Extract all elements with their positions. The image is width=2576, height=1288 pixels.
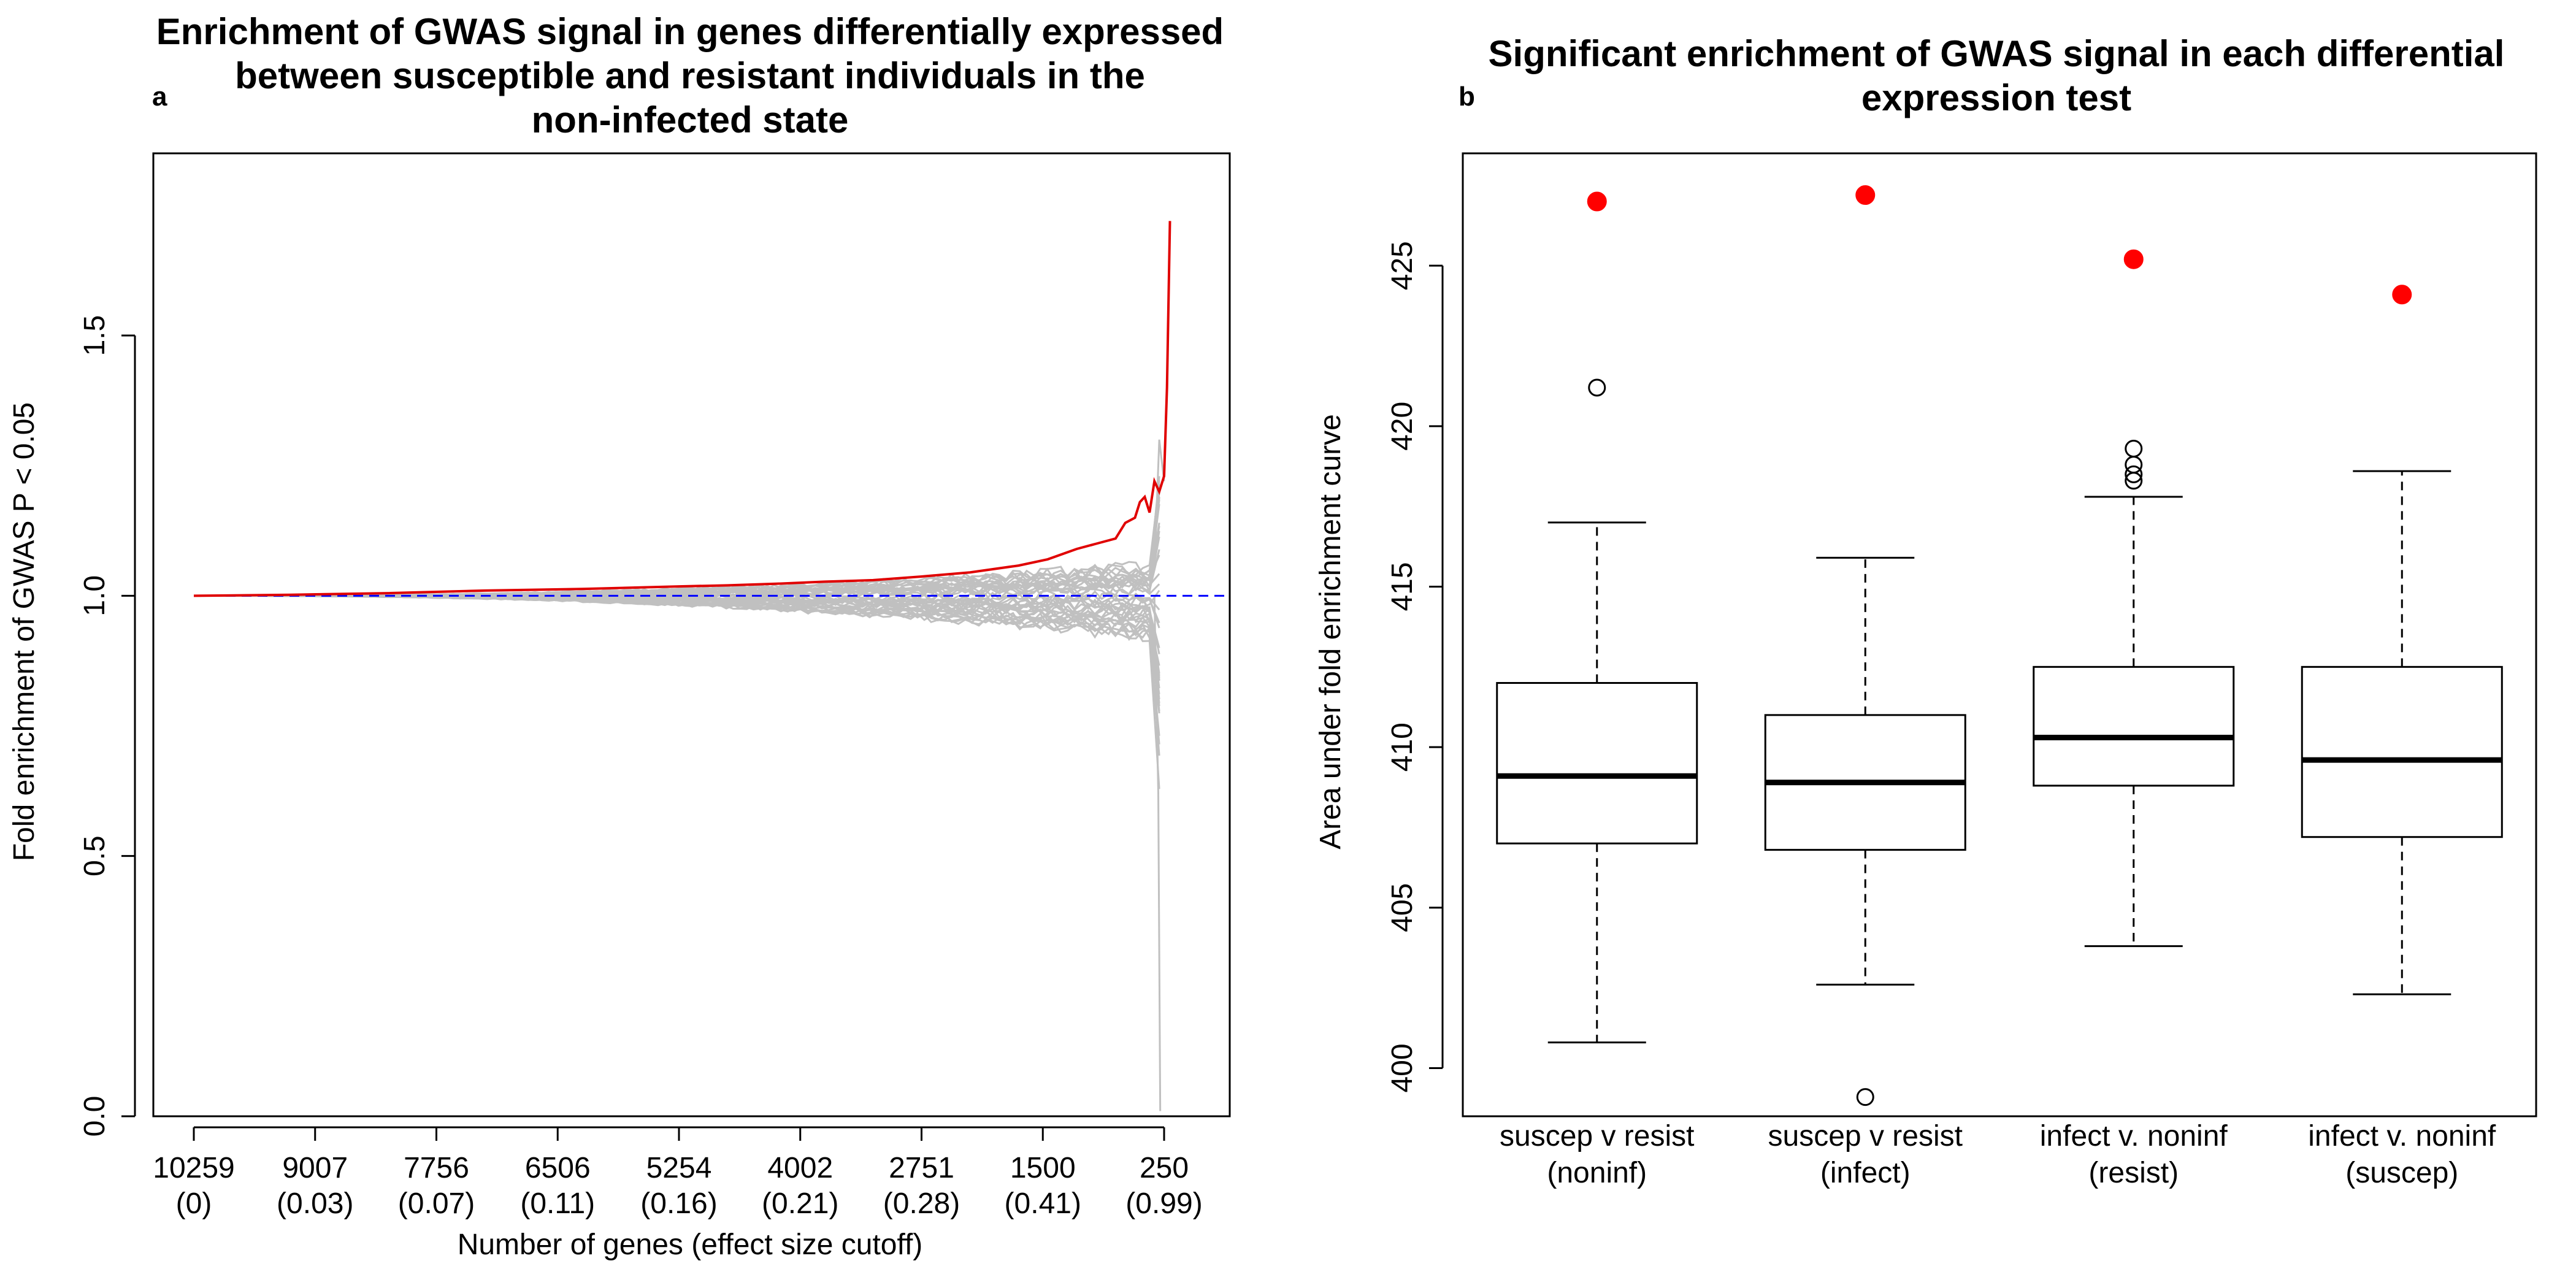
x-tick-label-genes: 5254 [646, 1152, 712, 1184]
y-tick-label: 1.5 [79, 315, 111, 356]
y-tick-label: 415 [1386, 562, 1419, 611]
y-tick-label: 0.5 [79, 835, 111, 876]
outlier-point [2125, 456, 2143, 474]
panel-a-y-axis-label: Fold enrichment of GWAS P < 0.05 [8, 402, 40, 861]
outlier-point [1588, 378, 1606, 397]
x-tick-label-cutoff: (0.99) [1125, 1187, 1202, 1220]
panel-b-y-axis-label: Area under fold enrichment curve [1314, 414, 1347, 849]
x-tick-label-genes: 6506 [525, 1152, 591, 1184]
x-tick-label-genes: 7756 [404, 1152, 469, 1184]
x-tick-label-cutoff: (0.07) [398, 1187, 475, 1220]
panel-a-y-axis: 0.0 0.5 1.0 1.5 [79, 315, 136, 1137]
panel-b-y-axis: 400 405 410 415 420 425 [1386, 241, 1444, 1093]
observed-value-point [1855, 185, 1876, 205]
x-tick-label-cutoff: (0.21) [762, 1187, 838, 1220]
panel-a-observed-series-line [193, 221, 1171, 597]
observed-value-point [1587, 191, 1607, 212]
category-label-line-2: (noninf) [1547, 1157, 1647, 1189]
panel-b-boxplot-chart: Significant enrichment of GWAS signal in… [1314, 33, 2537, 1189]
y-tick-label: 0.0 [79, 1096, 111, 1137]
panel-a-x-axis-label: Number of genes (effect size cutoff) [458, 1229, 923, 1261]
panel-b-title-line-1: Significant enrichment of GWAS signal in… [1489, 33, 2505, 74]
x-tick-label-genes: 250 [1140, 1152, 1189, 1184]
outlier-point [2125, 465, 2143, 483]
category-label-line-2: (suscep) [2345, 1157, 2458, 1189]
panel-b-letter: b [1459, 82, 1475, 112]
x-tick-label-genes: 1500 [1010, 1152, 1076, 1184]
interquartile-box [1496, 682, 1698, 845]
panel-a-x-axis: 10259(0) 9007(0.03) 7756(0.07) 6506(0.11) 52… [153, 1126, 1203, 1220]
observed-value-point [2123, 249, 2144, 269]
category-label-line-1: infect v. noninf [2308, 1120, 2496, 1152]
x-tick-label-cutoff: (0.11) [520, 1187, 595, 1220]
panel-a-title-line-2: between susceptible and resistant indivi… [235, 55, 1145, 96]
panel-a-title-line-1: Enrichment of GWAS signal in genes diffe… [156, 11, 1224, 52]
category-label-line-1: suscep v resist [1768, 1120, 1963, 1152]
permuted-series-line [1153, 439, 1165, 570]
boxplot-2 [1764, 185, 1966, 1106]
panel-a-permuted-series-group [194, 439, 1165, 1111]
permuted-series-line [194, 594, 1160, 714]
x-tick-label-genes: 10259 [153, 1152, 234, 1184]
panel-b-boxes-group [1496, 185, 2503, 1106]
panel-a-letter: a [152, 82, 167, 112]
interquartile-box [2301, 665, 2503, 838]
category-label-line-1: suscep v resist [1500, 1120, 1694, 1152]
outlier-point [2125, 439, 2143, 458]
boxplot-3 [2033, 249, 2235, 948]
category-label-line-2: (infect) [1820, 1157, 1911, 1189]
panel-a-title-line-3: non-infected state [532, 99, 849, 140]
boxplot-1 [1496, 191, 1698, 1044]
y-tick-label: 410 [1386, 723, 1419, 772]
panel-b-title-line-2: expression test [1861, 77, 2131, 118]
permuted-series-line [194, 594, 1160, 707]
x-tick-label-genes: 4002 [767, 1152, 833, 1184]
outlier-point [1856, 1088, 1874, 1106]
y-tick-label: 425 [1386, 241, 1419, 290]
y-tick-label: 400 [1386, 1043, 1419, 1092]
interquartile-box [2033, 665, 2235, 787]
boxplot-4 [2301, 285, 2503, 995]
permuted-series-line [194, 492, 1160, 597]
x-tick-label-cutoff: (0.28) [883, 1187, 960, 1220]
category-label-line-2: (resist) [2088, 1157, 2179, 1189]
x-tick-label-cutoff: (0.03) [277, 1187, 353, 1220]
permuted-series-line [194, 594, 1160, 700]
panel-b-plot-frame [1462, 152, 2537, 1117]
x-tick-label-cutoff: (0) [176, 1187, 212, 1220]
permuted-series-line [194, 594, 1160, 703]
panel-a-plot-frame [152, 152, 1231, 1117]
observed-value-point [2392, 285, 2412, 305]
y-tick-label: 405 [1386, 883, 1419, 932]
category-label-line-1: infect v. noninf [2040, 1120, 2228, 1152]
permuted-series-line [1153, 596, 1162, 1111]
x-tick-label-genes: 2751 [889, 1152, 954, 1184]
permuted-series-line [194, 484, 1160, 597]
x-tick-label-cutoff: (0.41) [1005, 1187, 1081, 1220]
x-tick-label-genes: 9007 [282, 1152, 348, 1184]
panel-a-fold-enrichment-chart: Enrichment of GWAS signal in genes diffe… [8, 11, 1231, 1261]
y-tick-label: 420 [1386, 402, 1419, 451]
y-tick-label: 1.0 [79, 575, 111, 616]
panel-b-x-axis: suscep v resist (noninf) suscep v resist (i… [1500, 1120, 2496, 1189]
x-tick-label-cutoff: (0.16) [640, 1187, 717, 1220]
permuted-series-line [194, 594, 1160, 711]
